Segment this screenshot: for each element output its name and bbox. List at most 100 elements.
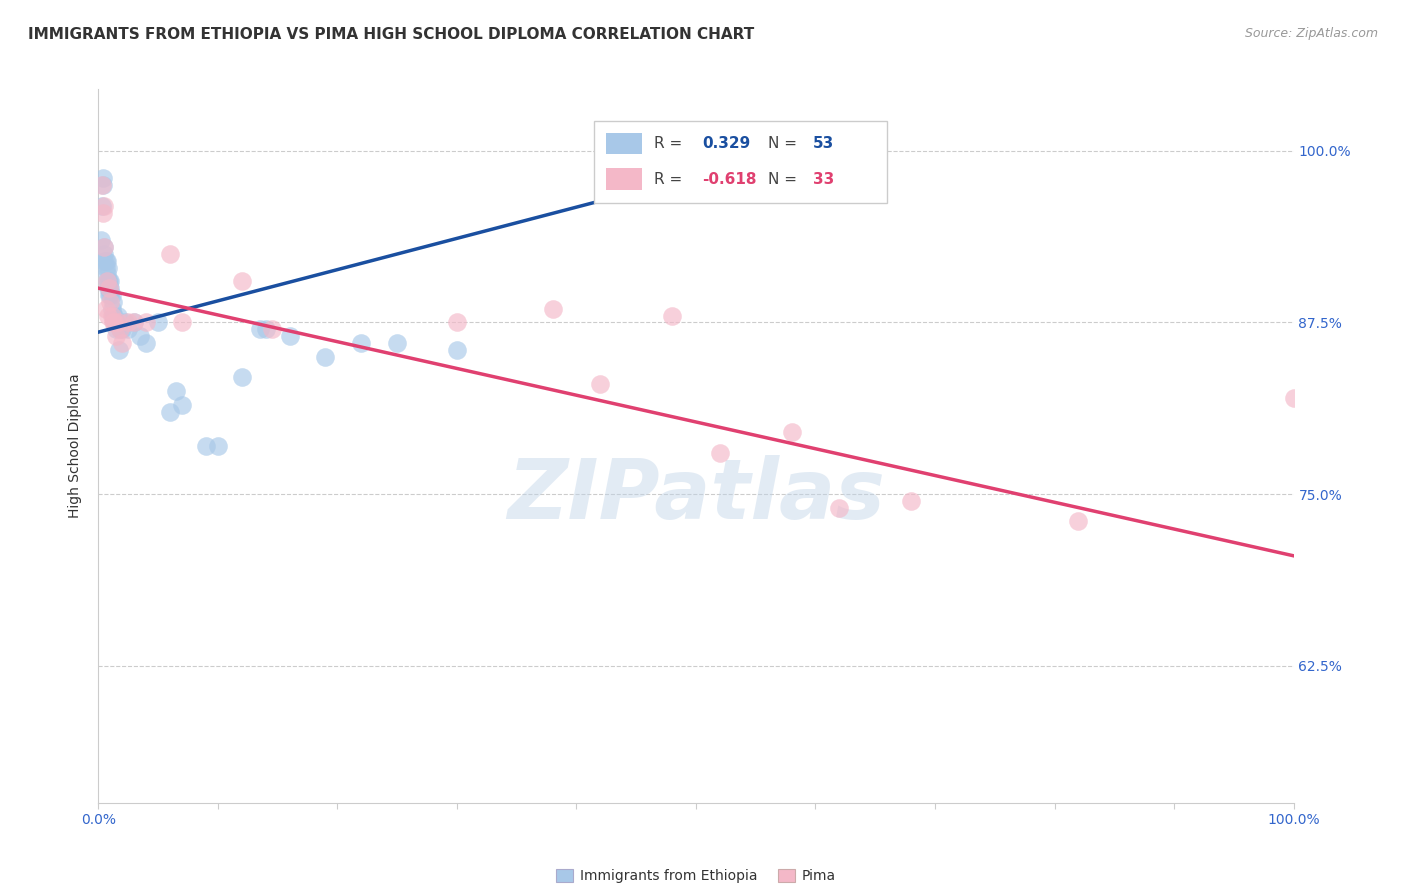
Point [780, 425, 803, 440]
Text: Source: ZipAtlas.com: Source: ZipAtlas.com [1244, 27, 1378, 40]
Text: -0.618: -0.618 [702, 171, 756, 186]
Point [709, 446, 731, 460]
Point [107, 316, 129, 330]
Point [93, 240, 115, 254]
Point [93, 247, 115, 261]
Point [107, 343, 129, 357]
Point [96, 274, 118, 288]
Point [107, 309, 129, 323]
Point [111, 336, 134, 351]
Point [135, 336, 157, 351]
Point [97, 309, 120, 323]
Point [105, 322, 128, 336]
Point [828, 500, 851, 515]
Point [100, 288, 122, 302]
Point [103, 309, 125, 323]
Point [91, 199, 114, 213]
Text: R =: R = [654, 171, 682, 186]
Point [231, 274, 253, 288]
Point [446, 343, 468, 357]
Point [91, 178, 114, 193]
Point [101, 294, 124, 309]
Point [101, 316, 124, 330]
Point [172, 398, 194, 412]
Point [172, 316, 194, 330]
Point [1282, 391, 1305, 405]
Text: IMMIGRANTS FROM ETHIOPIA VS PIMA HIGH SCHOOL DIPLOMA CORRELATION CHART: IMMIGRANTS FROM ETHIOPIA VS PIMA HIGH SC… [28, 27, 755, 42]
Point [98, 288, 122, 302]
Point [93, 253, 115, 268]
Point [97, 281, 120, 295]
Point [111, 322, 134, 336]
Point [98, 274, 122, 288]
Point [231, 370, 253, 384]
Point [94, 260, 117, 275]
Point [91, 178, 114, 193]
Text: N =: N = [768, 136, 797, 151]
FancyBboxPatch shape [606, 133, 643, 154]
Point [94, 253, 117, 268]
Point [101, 309, 124, 323]
Point [96, 253, 118, 268]
Point [105, 316, 128, 330]
Point [148, 316, 170, 330]
Point [589, 377, 612, 392]
Point [159, 247, 181, 261]
Point [117, 316, 139, 330]
Point [93, 240, 115, 254]
Point [97, 274, 120, 288]
Point [114, 316, 136, 330]
Point [124, 316, 146, 330]
Point [900, 494, 922, 508]
Point [104, 316, 127, 330]
Point [97, 260, 120, 275]
Point [117, 322, 139, 336]
FancyBboxPatch shape [595, 121, 887, 203]
Point [541, 301, 564, 316]
Point [94, 301, 117, 316]
Text: 53: 53 [813, 136, 834, 151]
Text: ZIPatlas: ZIPatlas [508, 456, 884, 536]
Point [91, 205, 114, 219]
Y-axis label: High School Diploma: High School Diploma [69, 374, 83, 518]
Point [385, 336, 409, 351]
Point [278, 329, 301, 343]
Point [100, 301, 122, 316]
Point [446, 316, 468, 330]
Point [124, 316, 146, 330]
Point [195, 439, 218, 453]
Point [96, 268, 118, 282]
Point [254, 322, 277, 336]
Point [98, 294, 122, 309]
Point [108, 322, 131, 336]
Point [159, 405, 181, 419]
Text: 33: 33 [813, 171, 834, 186]
Point [98, 281, 122, 295]
Text: 0.329: 0.329 [702, 136, 751, 151]
Point [315, 350, 337, 364]
Legend: Immigrants from Ethiopia, Pima: Immigrants from Ethiopia, Pima [551, 863, 841, 888]
Point [249, 322, 271, 336]
Point [93, 199, 115, 213]
Point [103, 316, 125, 330]
Point [98, 288, 121, 302]
Point [96, 274, 118, 288]
Point [98, 281, 121, 295]
Point [350, 336, 373, 351]
Point [135, 316, 157, 330]
Point [1067, 515, 1090, 529]
Point [91, 171, 114, 186]
Point [90, 233, 112, 247]
FancyBboxPatch shape [606, 169, 643, 190]
Point [98, 274, 121, 288]
Point [100, 309, 122, 323]
Point [207, 439, 229, 453]
Point [103, 316, 125, 330]
Text: N =: N = [768, 171, 797, 186]
Point [260, 322, 283, 336]
Point [165, 384, 187, 398]
Point [105, 329, 128, 343]
Text: R =: R = [654, 136, 682, 151]
Point [661, 309, 683, 323]
Point [129, 329, 152, 343]
